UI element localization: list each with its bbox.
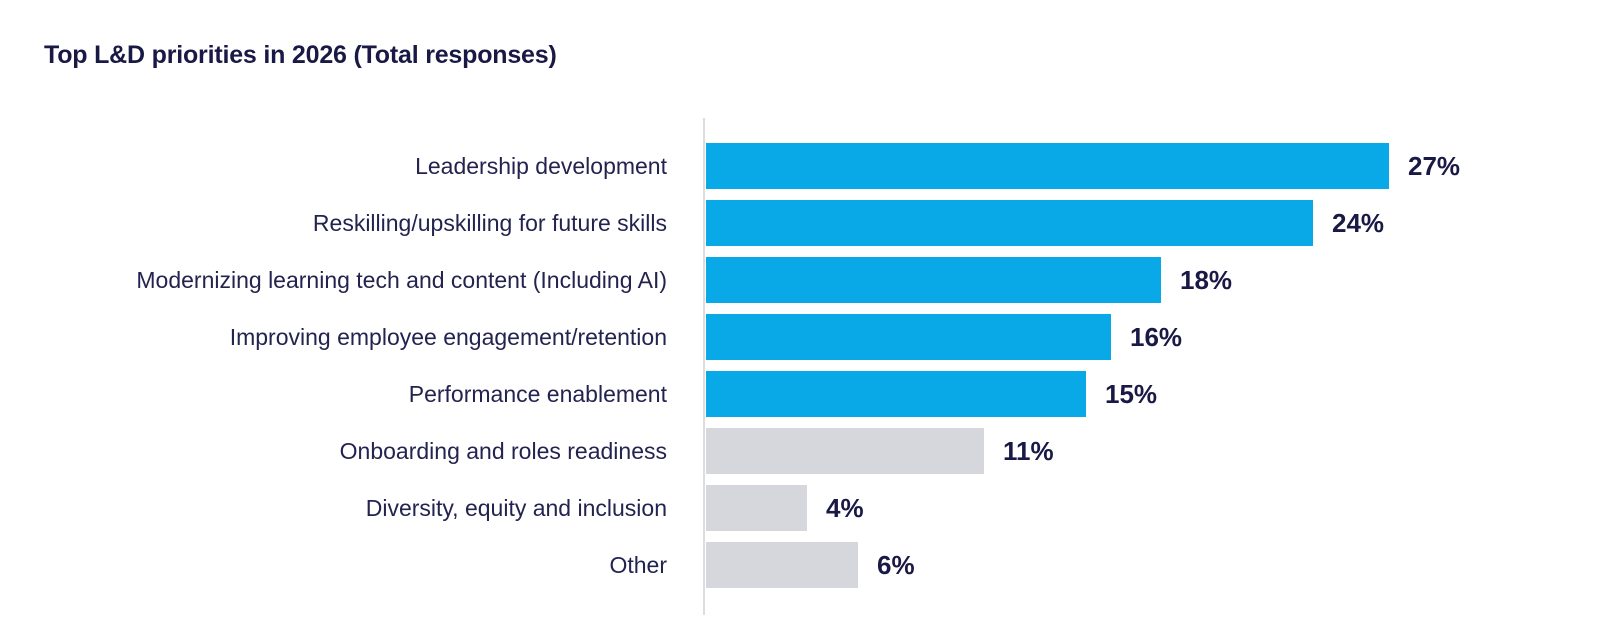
category-label: Improving employee engagement/retention bbox=[229, 323, 667, 350]
bar-segment bbox=[706, 371, 1086, 417]
bar-segment bbox=[706, 485, 807, 531]
chart-row: Leadership development 27% bbox=[0, 143, 1600, 189]
value-label: 18% bbox=[1180, 264, 1233, 295]
chart-row: Diversity, equity and inclusion 4% bbox=[0, 485, 1600, 531]
value-label: 27% bbox=[1408, 150, 1461, 181]
chart-row: Other 6% bbox=[0, 542, 1600, 588]
value-label: 15% bbox=[1105, 378, 1158, 409]
bar-segment bbox=[706, 314, 1111, 360]
category-label: Reskilling/upskilling for future skills bbox=[312, 209, 667, 236]
value-label: 24% bbox=[1332, 207, 1385, 238]
category-label: Onboarding and roles readiness bbox=[339, 437, 667, 464]
category-label: Diversity, equity and inclusion bbox=[365, 494, 667, 521]
chart-row: Performance enablement 15% bbox=[0, 371, 1600, 417]
category-label: Other bbox=[609, 551, 667, 578]
category-label: Performance enablement bbox=[408, 380, 667, 407]
category-label: Leadership development bbox=[415, 152, 667, 179]
bar-segment bbox=[706, 143, 1389, 189]
category-label: Modernizing learning tech and content (I… bbox=[136, 266, 667, 293]
chart-title: Top L&D priorities in 2026 (Total respon… bbox=[44, 41, 557, 69]
chart-row: Onboarding and roles readiness 11% bbox=[0, 428, 1600, 474]
chart-row: Reskilling/upskilling for future skills 2… bbox=[0, 200, 1600, 246]
y-axis-line bbox=[703, 118, 705, 615]
bar-segment bbox=[706, 200, 1313, 246]
bar-segment bbox=[706, 542, 858, 588]
value-label: 16% bbox=[1130, 321, 1183, 352]
value-label: 4% bbox=[826, 492, 864, 523]
chart-row: Modernizing learning tech and content (I… bbox=[0, 257, 1600, 303]
value-label: 6% bbox=[877, 549, 915, 580]
value-label: 11% bbox=[1003, 435, 1054, 466]
bar-segment bbox=[706, 428, 984, 474]
bar-chart: Leadership development 27% Reskilling/upsk… bbox=[0, 143, 1600, 599]
chart-row: Improving employee engagement/retention 1… bbox=[0, 314, 1600, 360]
bar-segment bbox=[706, 257, 1161, 303]
